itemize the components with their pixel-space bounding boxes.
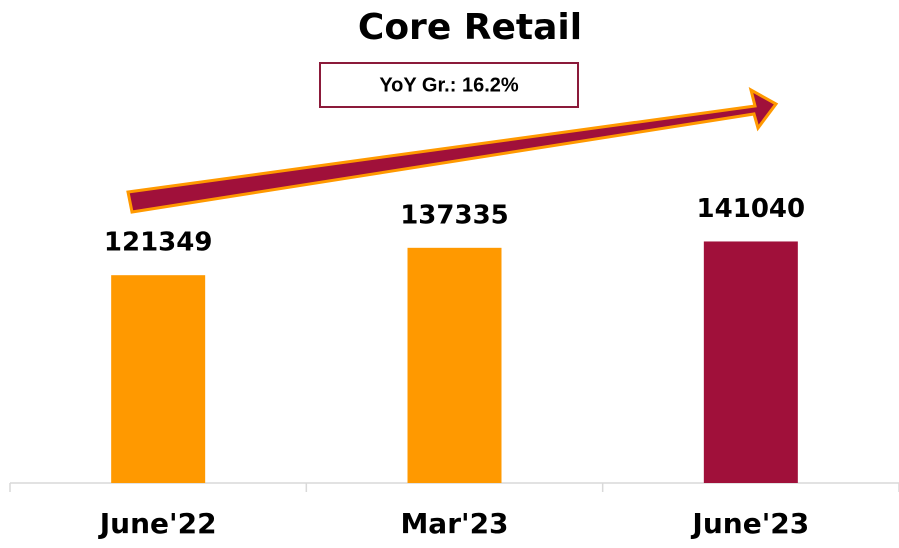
data-label: 141040 xyxy=(697,194,806,224)
bar xyxy=(407,247,502,483)
trend-arrow xyxy=(126,86,779,214)
chart-title: Core Retail xyxy=(358,7,582,48)
data-label: 121349 xyxy=(104,228,213,258)
bar xyxy=(111,275,206,483)
annotation-box xyxy=(319,62,579,108)
annotation: YoY Gr.: 16.2% xyxy=(379,74,519,96)
data-label: 137335 xyxy=(400,200,509,230)
bar xyxy=(703,241,798,483)
x-tick-label: June'22 xyxy=(98,507,217,540)
x-tick-label: Mar'23 xyxy=(400,507,508,540)
x-tick-label: June'23 xyxy=(690,507,809,540)
